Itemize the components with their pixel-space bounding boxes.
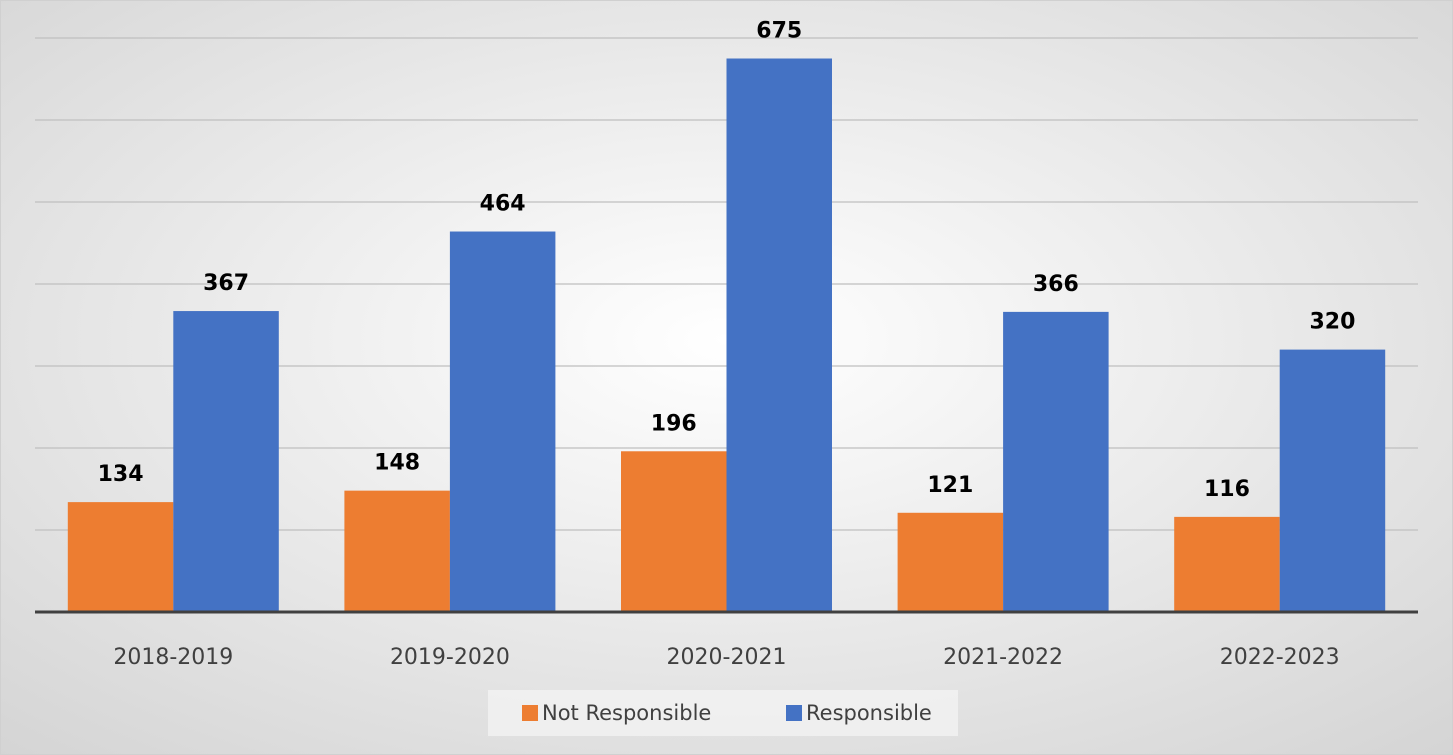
data-label: 367: [203, 271, 249, 296]
x-tick-label: 2019-2020: [390, 645, 510, 670]
data-label: 675: [756, 19, 802, 44]
x-tick-label: 2020-2021: [667, 645, 787, 670]
data-label: 464: [480, 192, 526, 217]
bar: [344, 490, 450, 612]
bar: [67, 502, 174, 612]
x-tick-label: 2021-2022: [943, 645, 1063, 670]
legend-label: Not Responsible: [542, 701, 711, 725]
legend-swatch: [786, 705, 802, 721]
bar: [621, 451, 727, 612]
bar: [1279, 349, 1386, 612]
bar: [173, 311, 279, 612]
data-label: 320: [1309, 310, 1355, 335]
data-label: 116: [1204, 477, 1250, 502]
data-label: 148: [374, 451, 420, 476]
bar: [897, 512, 1004, 612]
legend-swatch: [522, 705, 538, 721]
bar: [726, 58, 832, 612]
data-label: 134: [98, 462, 144, 487]
bar: [449, 231, 556, 612]
x-tick-label: 2018-2019: [113, 645, 233, 670]
x-tick-label: 2022-2023: [1220, 645, 1340, 670]
bar: [1174, 516, 1280, 612]
data-label: 366: [1033, 272, 1079, 297]
data-label: 196: [651, 411, 697, 436]
legend-box: [488, 690, 958, 736]
legend-label: Responsible: [806, 701, 932, 725]
data-label: 121: [927, 473, 973, 498]
bar: [1003, 311, 1109, 612]
